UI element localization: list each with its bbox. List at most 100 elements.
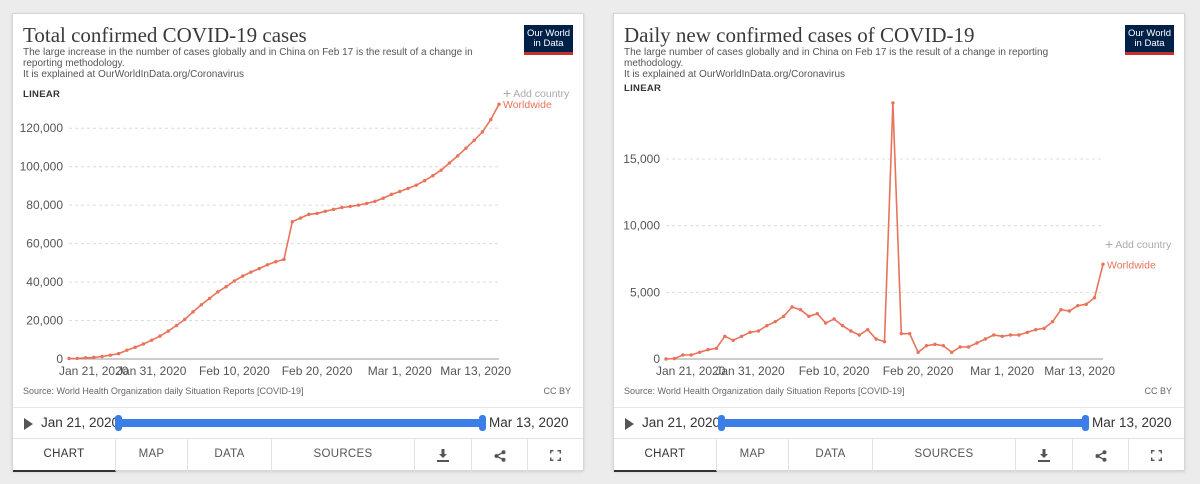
subtitle-link-text: It is explained at OurWorldInData.org/Co…: [624, 69, 846, 80]
data-point: [67, 356, 71, 361]
data-point: [748, 330, 752, 335]
data-point: [849, 329, 853, 333]
owid-logo[interactable]: Our World in Data: [1125, 25, 1174, 55]
y-tick-label: 80,000: [26, 198, 63, 212]
share-icon[interactable]: [1073, 439, 1129, 472]
subtitle-text: The large increase in the number of case…: [23, 47, 473, 69]
data-point: [823, 321, 828, 325]
tab-sources[interactable]: SOURCES: [873, 439, 1016, 472]
add-country-button[interactable]: + Add country: [503, 85, 569, 101]
data-point: [857, 333, 861, 337]
x-tick-label: Jan 31, 2020: [117, 364, 187, 378]
share-icon[interactable]: [472, 439, 528, 472]
tab-chart[interactable]: CHART: [614, 439, 717, 472]
data-point: [455, 154, 460, 158]
data-point: [381, 196, 385, 200]
data-point: [75, 356, 79, 361]
timeline-range-bar[interactable]: [117, 419, 485, 427]
tab-data[interactable]: DATA: [789, 439, 873, 472]
x-tick-label: Feb 10, 2020: [799, 364, 870, 378]
y-tick-label: 100,000: [20, 160, 64, 174]
tab-bar: CHART MAP DATA SOURCES: [13, 438, 583, 472]
data-point: [216, 290, 220, 294]
data-point: [790, 305, 794, 309]
y-tick-label: 15,000: [623, 152, 660, 166]
data-point: [480, 130, 485, 134]
scale-toggle[interactable]: LINEAR: [23, 89, 61, 100]
x-tick-label: Mar 13, 2020: [440, 364, 511, 378]
data-point: [133, 345, 137, 349]
chart-subtitle: The large increase in the number of case…: [23, 47, 493, 80]
timeline-start-label: Jan 21, 2020: [41, 415, 120, 430]
data-point: [714, 346, 719, 351]
chart-panel-daily-cases: Daily new confirmed cases of COVID-19 Th…: [613, 13, 1185, 472]
data-point: [992, 333, 996, 337]
data-point: [1042, 326, 1046, 331]
download-icon[interactable]: [415, 439, 472, 472]
y-tick-label: 10,000: [623, 219, 660, 233]
data-point: [916, 350, 920, 355]
data-point: [983, 337, 988, 341]
data-point: [166, 329, 170, 333]
timeline-start-handle[interactable]: [115, 415, 122, 431]
x-tick-label: Mar 13, 2020: [1044, 364, 1115, 378]
data-point: [389, 192, 394, 197]
data-point: [865, 327, 870, 332]
x-tick-label: Feb 20, 2020: [282, 364, 353, 378]
tab-chart[interactable]: CHART: [13, 439, 116, 472]
play-icon[interactable]: [625, 418, 634, 430]
play-icon[interactable]: [24, 418, 33, 430]
license-link[interactable]: CC BY: [543, 386, 571, 396]
timeline-start-label: Jan 21, 2020: [642, 415, 721, 430]
data-point: [950, 350, 954, 355]
x-tick-label: Feb 10, 2020: [199, 364, 270, 378]
data-point: [815, 311, 819, 316]
fullscreen-icon[interactable]: [1129, 439, 1184, 472]
data-point: [149, 338, 154, 342]
scale-toggle[interactable]: LINEAR: [624, 83, 662, 94]
data-point: [307, 212, 311, 217]
logo-line2: in Data: [1134, 38, 1165, 49]
data-point: [1059, 307, 1063, 312]
logo-line1: Our World: [526, 28, 571, 39]
license-link[interactable]: CC BY: [1144, 386, 1172, 396]
series-label: Worldwide: [503, 99, 552, 111]
add-country-button[interactable]: + Add country: [1105, 236, 1171, 252]
data-point: [689, 353, 693, 357]
tab-map[interactable]: MAP: [717, 439, 789, 472]
logo-line1: Our World: [1127, 28, 1172, 39]
data-point: [125, 348, 129, 352]
timeline-end-handle[interactable]: [479, 415, 486, 431]
data-point: [158, 334, 162, 338]
series-line: [665, 102, 1104, 360]
data-point: [1000, 334, 1004, 339]
data-point: [1008, 333, 1013, 337]
data-point: [899, 331, 904, 336]
data-point: [108, 353, 113, 357]
tab-map[interactable]: MAP: [116, 439, 188, 472]
data-point: [1076, 303, 1080, 308]
data-point: [706, 347, 710, 352]
data-point: [224, 284, 228, 289]
data-point: [1101, 262, 1105, 267]
subtitle-text: The large number of cases globally and i…: [624, 47, 1049, 69]
tab-data[interactable]: DATA: [188, 439, 272, 472]
data-point: [116, 351, 121, 356]
data-point: [681, 353, 685, 357]
add-country-label: Add country: [1115, 239, 1172, 251]
data-point: [290, 219, 294, 224]
timeline-start-handle[interactable]: [718, 415, 725, 431]
data-point: [1092, 295, 1097, 300]
data-point: [882, 339, 887, 344]
data-point: [141, 342, 146, 346]
plus-icon: +: [1105, 236, 1114, 252]
timeline-end-handle[interactable]: [1082, 415, 1089, 431]
data-point: [431, 174, 435, 178]
x-tick-label: Mar 1, 2020: [970, 364, 1034, 378]
timeline-range-bar[interactable]: [720, 419, 1088, 427]
data-point: [282, 257, 286, 262]
owid-logo[interactable]: Our World in Data: [524, 25, 573, 55]
fullscreen-icon[interactable]: [528, 439, 583, 472]
tab-sources[interactable]: SOURCES: [272, 439, 415, 472]
download-icon[interactable]: [1016, 439, 1073, 472]
